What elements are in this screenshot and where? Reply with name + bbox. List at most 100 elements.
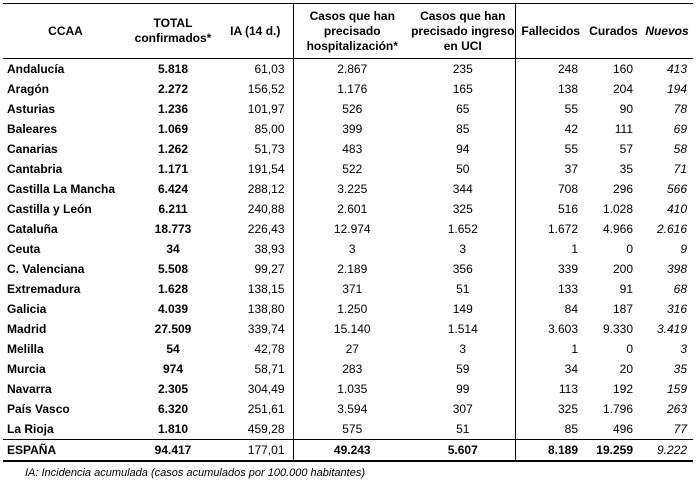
cell-total-confirmados: 1.628	[157, 281, 189, 296]
cell-hospitalizacion: 2.189	[292, 259, 411, 279]
cell-ccaa: Baleares	[7, 121, 58, 136]
cell-hospitalizacion: 522	[292, 159, 411, 179]
cell-ia: 251,61	[247, 401, 285, 416]
cell-nuevos: 3	[641, 339, 693, 359]
table-row: Canarias 1.262 51,73 483 94 55 57 58	[3, 139, 693, 159]
cell-total-confirmados: 6.211	[158, 201, 188, 216]
cell-ia: 138,15	[247, 281, 285, 296]
cell-curados: 90	[586, 99, 641, 119]
cell-nuevos: 71	[673, 161, 687, 176]
cell-ccaa: Aragón	[7, 81, 49, 96]
cell-hospitalizacion: 2.601	[292, 199, 411, 219]
cell-curados: 20	[619, 361, 633, 376]
cell-curados: 192	[586, 379, 641, 399]
cell-curados: 4.966	[586, 219, 641, 239]
cell-uci: 99	[411, 379, 515, 399]
total-ccaa: ESPAÑA	[3, 439, 128, 462]
cell-fallecidos: 138	[514, 79, 586, 99]
cell-ia: 101,97	[218, 99, 293, 119]
cell-ia: 240,88	[247, 201, 285, 216]
cell-nuevos: 3.419	[656, 321, 687, 336]
cell-total-confirmados: 54	[128, 339, 218, 359]
cell-ia: 61,03	[218, 58, 293, 79]
cell-curados: 187	[586, 299, 641, 319]
cell-curados: 296	[586, 179, 641, 199]
total-confirmados: 94.417	[128, 439, 218, 462]
cell-hospitalizacion: 15.140	[292, 319, 411, 339]
cell-curados: 160	[586, 58, 641, 79]
cell-uci: 3	[459, 241, 467, 256]
cell-curados: 204	[612, 81, 633, 96]
cell-total-confirmados: 2.305	[128, 379, 218, 399]
cell-fallecidos: 133	[514, 279, 586, 299]
cell-curados: 1.028	[602, 201, 633, 216]
table-row: Asturias 1.236 101,97 526 65 55 90 78	[3, 99, 693, 119]
cell-fallecidos: 339	[514, 259, 586, 279]
cell-total-confirmados: 18.773	[128, 219, 218, 239]
total-ia: 177,01	[218, 439, 293, 462]
cell-fallecidos: 84	[514, 299, 586, 319]
cell-curados: 9.330	[602, 321, 633, 336]
covid-table-container: CCAA TOTAL confirmados* IA (14 d.) Casos…	[3, 3, 693, 462]
table-row: Castilla La Mancha 6.424 288,12 3.225 344 708…	[3, 179, 693, 199]
covid-ccaa-table: CCAA TOTAL confirmados* IA (14 d.) Casos…	[3, 3, 693, 462]
table-row: Cantabria 1.171 191,54 522 50 37 35 71	[3, 159, 693, 179]
total-uci: 5.607	[411, 439, 515, 462]
cell-ccaa: Castilla y León	[7, 201, 92, 216]
cell-ccaa: Melilla	[3, 339, 128, 359]
cell-ia: 304,49	[218, 379, 293, 399]
table-row: Galicia 4.039 138,80 1.250 149 84 187 316	[3, 299, 693, 319]
cell-curados: 496	[586, 419, 641, 440]
table-row: Aragón 2.272 156,52 1.176 165 138 204 194	[3, 79, 693, 99]
cell-total-confirmados: 1.810	[128, 419, 218, 440]
cell-curados: 57	[586, 139, 641, 159]
cell-fallecidos: 37	[514, 159, 586, 179]
cell-uci: 51	[456, 281, 470, 296]
table-row: Madrid 27.509 339,74 15.140 1.514 3.603 9.330 3…	[3, 319, 693, 339]
cell-uci: 3	[411, 339, 515, 359]
cell-nuevos: 35	[673, 361, 687, 376]
cell-total-confirmados: 1.171	[157, 161, 189, 176]
header-ccaa: CCAA	[3, 3, 128, 59]
cell-uci: 344	[411, 179, 515, 199]
cell-ia: 42,78	[218, 339, 293, 359]
cell-uci: 165	[452, 81, 473, 96]
cell-fallecidos: 1	[514, 239, 586, 259]
cell-total-confirmados: 34	[166, 241, 180, 256]
cell-nuevos: 159	[641, 379, 693, 399]
cell-uci: 94	[411, 139, 515, 159]
cell-uci: 65	[411, 99, 515, 119]
cell-nuevos: 9	[680, 241, 687, 256]
cell-fallecidos: 1	[514, 339, 586, 359]
table-row: Castilla y León 6.211 240,88 2.601 325 516 1.0…	[3, 199, 693, 219]
cell-hospitalizacion: 399	[292, 119, 411, 139]
cell-uci: 356	[411, 259, 515, 279]
cell-ccaa: Murcia	[7, 361, 46, 376]
cell-ia: 99,27	[218, 259, 293, 279]
cell-hospitalizacion: 12.974	[292, 219, 411, 239]
table-header-row: CCAA TOTAL confirmados* IA (14 d.) Casos…	[3, 3, 693, 59]
cell-uci: 51	[411, 419, 515, 440]
cell-nuevos: 58	[641, 139, 693, 159]
cell-uci: 149	[411, 299, 515, 319]
cell-curados: 111	[614, 121, 633, 136]
cell-fallecidos: 708	[514, 179, 586, 199]
cell-curados: 0	[626, 241, 633, 256]
cell-curados: 35	[619, 161, 633, 176]
cell-uci: 85	[456, 121, 470, 136]
cell-fallecidos: 42	[514, 119, 586, 139]
cell-hospitalizacion: 2.867	[292, 58, 411, 79]
cell-ccaa: Canarias	[3, 139, 128, 159]
cell-hospitalizacion: 3.225	[292, 179, 411, 199]
cell-hospitalizacion: 483	[292, 139, 411, 159]
cell-hospitalizacion: 3	[292, 239, 411, 259]
cell-total-confirmados: 5.508	[128, 259, 218, 279]
cell-nuevos: 77	[641, 419, 693, 440]
cell-nuevos: 316	[641, 299, 693, 319]
cell-fallecidos: 113	[514, 379, 586, 399]
cell-hospitalizacion: 526	[292, 99, 411, 119]
cell-ccaa: Castilla La Mancha	[3, 179, 128, 199]
table-row: Navarra 2.305 304,49 1.035 99 113 192 159	[3, 379, 693, 399]
total-row-espana: ESPAÑA 94.417 177,01 49.243 5.607 8.189 …	[3, 439, 693, 462]
cell-nuevos: 194	[666, 81, 687, 96]
